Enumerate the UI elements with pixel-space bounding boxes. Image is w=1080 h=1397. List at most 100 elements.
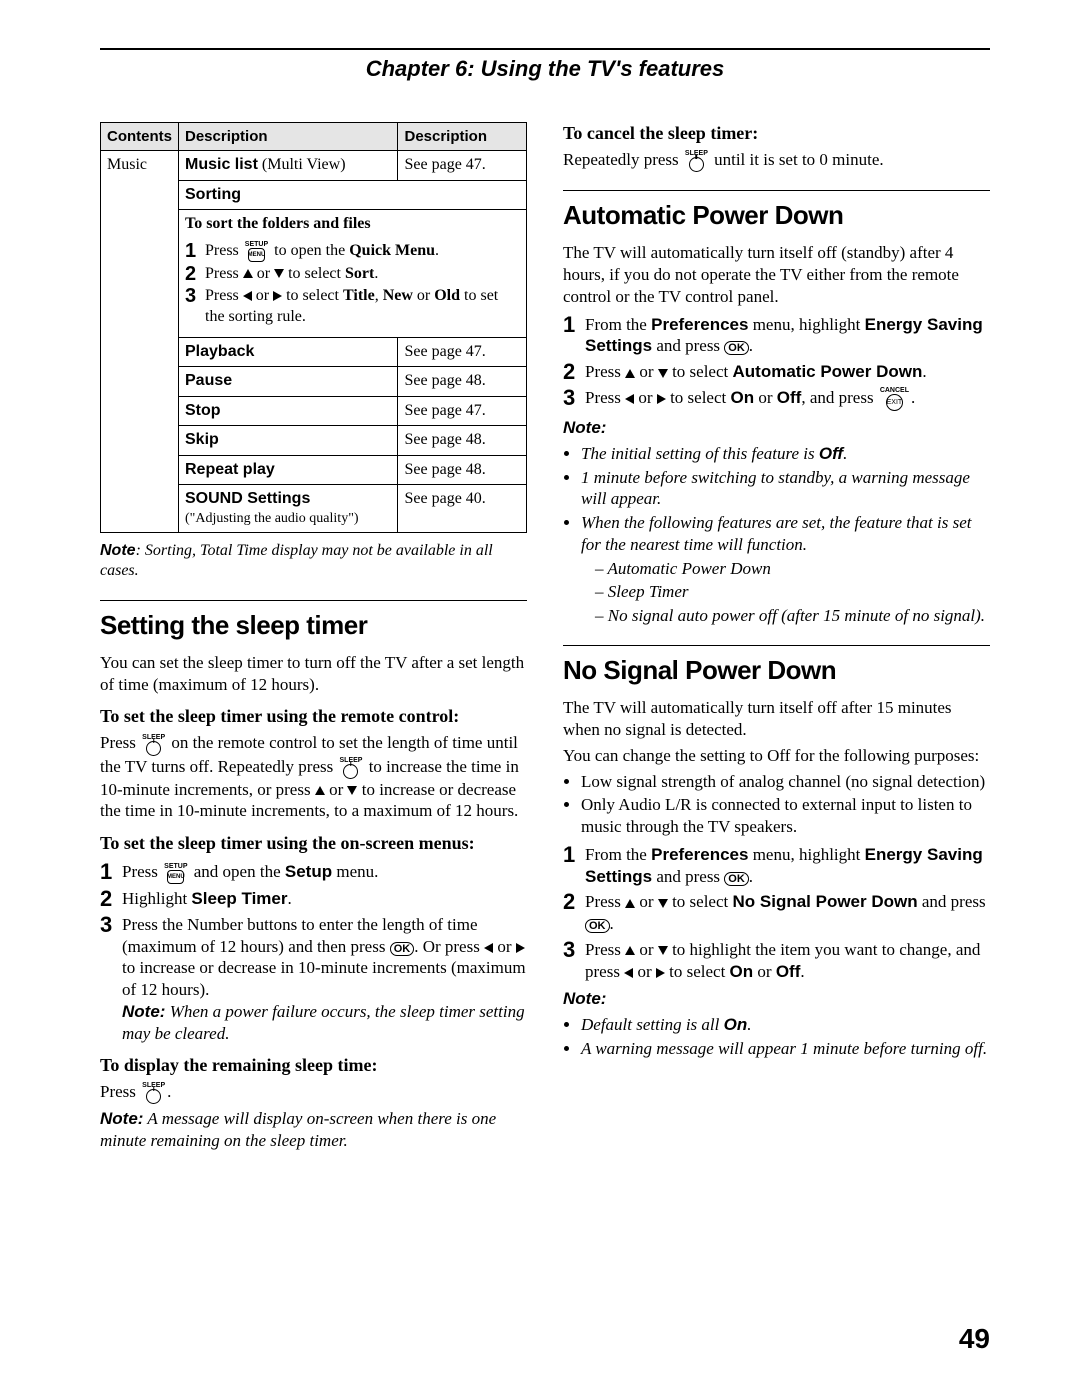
- t: .: [610, 914, 614, 933]
- nspd-n2: A warning message will appear 1 minute b…: [581, 1038, 990, 1060]
- t: When a power failure occurs, the sleep t…: [122, 1002, 525, 1043]
- t: to select: [668, 362, 733, 381]
- cell-sound: SOUND Settings("Adjusting the audio qual…: [179, 485, 398, 532]
- arrow-left-icon: [243, 291, 252, 301]
- t: Default setting is all: [581, 1015, 724, 1034]
- t: Repeatedly press: [563, 150, 683, 169]
- nspd-note-bullets: Default setting is all On. A warning mes…: [581, 1014, 990, 1060]
- cell-playback: Playback: [179, 338, 398, 367]
- t: Press: [205, 265, 243, 282]
- step-text: From the Preferences menu, highlight Ene…: [585, 844, 990, 888]
- t: On: [730, 962, 754, 981]
- t: New: [383, 287, 413, 304]
- step-num: 2: [100, 888, 122, 910]
- arrow-up-icon: [315, 786, 325, 795]
- arrow-up-icon: [625, 899, 635, 908]
- t: .: [911, 388, 915, 407]
- nspd-step-3: 3Press or to highlight the item you want…: [563, 939, 990, 983]
- section-nspd-title: No Signal Power Down: [563, 654, 990, 687]
- section-sleep-title: Setting the sleep timer: [100, 609, 527, 642]
- t: and press: [652, 867, 724, 886]
- step-text: Press or to select No Signal Power Down …: [585, 891, 990, 935]
- arrow-right-icon: [657, 394, 666, 404]
- sound-label: SOUND Settings: [185, 489, 391, 509]
- right-column: To cancel the sleep timer: Repeatedly pr…: [563, 122, 990, 1156]
- step-num: 3: [563, 387, 585, 411]
- arrow-left-icon: [484, 943, 493, 953]
- t: Press: [122, 862, 162, 881]
- pause-label: Pause: [185, 372, 232, 389]
- step-num: 1: [100, 861, 122, 884]
- display-note: Note: A message will display on-screen w…: [100, 1108, 527, 1152]
- step-num: 1: [563, 844, 585, 888]
- t: On: [724, 1015, 748, 1034]
- t: to select: [284, 265, 345, 282]
- t: Press: [585, 892, 625, 911]
- remote-para: Press SLEEP on the remote control to set…: [100, 732, 527, 822]
- th-desc2: Description: [398, 123, 527, 151]
- cell-skip-ref: See page 48.: [398, 426, 527, 455]
- menu-box: MENU: [248, 248, 265, 262]
- subhead-remote: To set the sleep timer using the remote …: [100, 705, 527, 728]
- sleep-icon: SLEEP: [142, 1082, 165, 1104]
- t: menu, highlight: [748, 315, 864, 334]
- setup-icon: SETUPMENU: [245, 241, 268, 262]
- t: to select: [282, 287, 343, 304]
- step-num-3: 3: [185, 286, 205, 327]
- sleep-icon: SLEEP: [142, 734, 165, 756]
- t: .: [749, 867, 753, 886]
- section-apd-title: Automatic Power Down: [563, 199, 990, 232]
- sort-step-3-text: Press or to select Title, New or Old to …: [205, 286, 520, 327]
- t: From the: [585, 315, 651, 334]
- sort-step-2-text: Press or to select Sort.: [205, 264, 520, 284]
- step-num-1: 1: [185, 241, 205, 262]
- sort-step-3: 3 Press or to select Title, New or Old t…: [185, 286, 520, 327]
- sleep-ring: [146, 741, 161, 756]
- t: On: [731, 388, 755, 407]
- step-text: Highlight Sleep Timer.: [122, 888, 527, 910]
- nspd-bullets: Low signal strength of analog channel (n…: [581, 771, 990, 838]
- t: .: [843, 444, 847, 463]
- arrow-up-icon: [625, 369, 635, 378]
- t: Sleep Timer: [191, 889, 287, 908]
- t: A message will display on-screen when th…: [100, 1109, 496, 1150]
- t: .: [435, 242, 439, 259]
- t: .: [922, 362, 926, 381]
- display-para: Press SLEEP.: [100, 1081, 527, 1104]
- t: or: [325, 780, 348, 799]
- sort-step-1: 1 Press SETUPMENU to open the Quick Menu…: [185, 241, 520, 262]
- cell-pause-ref: See page 48.: [398, 367, 527, 396]
- t: and open the: [190, 862, 285, 881]
- apd-step-3: 3Press or to select On or Off, and press…: [563, 387, 990, 411]
- t: and press: [652, 336, 724, 355]
- t: ,: [375, 287, 383, 304]
- t: Highlight: [122, 889, 191, 908]
- step-text: Press or to select On or Off, and press …: [585, 387, 990, 411]
- setup-icon: SETUPMENU: [164, 863, 187, 884]
- contents-table: Contents Description Description Music M…: [100, 122, 527, 533]
- subhead-menus: To set the sleep timer using the on-scre…: [100, 832, 527, 855]
- sleep-icon: SLEEP: [340, 757, 363, 779]
- t: or: [635, 362, 658, 381]
- apd-b2: 1 minute before switching to standby, a …: [581, 467, 990, 511]
- skip-label: Skip: [185, 431, 219, 448]
- left-column: Contents Description Description Music M…: [100, 122, 527, 1156]
- t: Press: [205, 287, 243, 304]
- sleep-ring: [146, 1089, 161, 1104]
- step-text: From the Preferences menu, highlight Ene…: [585, 314, 990, 358]
- musiclist-paren: (Multi View): [258, 156, 346, 173]
- nspd-step-1: 1From the Preferences menu, highlight En…: [563, 844, 990, 888]
- cancel-exit-icon: CANCELEXIT: [880, 387, 909, 411]
- step-num: 2: [563, 891, 585, 935]
- cell-playback-ref: See page 47.: [398, 338, 527, 367]
- menu-step-2: 2Highlight Sleep Timer.: [100, 888, 527, 910]
- nspd-note-label: Note:: [563, 988, 990, 1010]
- note-text: : Sorting, Total Time display may not be…: [100, 542, 493, 579]
- sleep-intro: You can set the sleep timer to turn off …: [100, 652, 527, 696]
- t: to select: [665, 962, 730, 981]
- th-desc1: Description: [179, 123, 398, 151]
- t: to select: [668, 892, 733, 911]
- t: .: [374, 265, 378, 282]
- cancel-para: Repeatedly press SLEEP until it is set t…: [563, 149, 990, 172]
- step-num: 2: [563, 361, 585, 383]
